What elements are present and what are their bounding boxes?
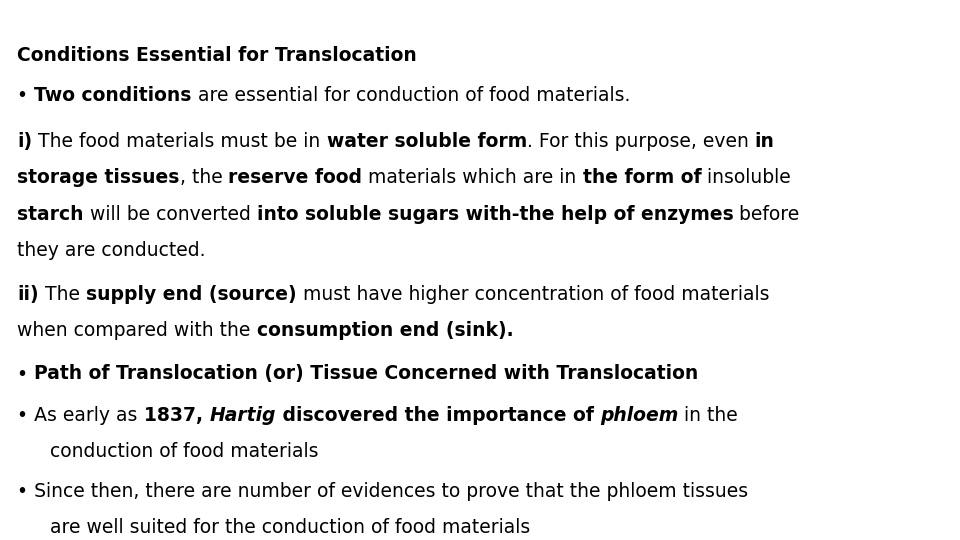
Text: in: in <box>755 132 775 151</box>
Text: supply end (source): supply end (source) <box>85 285 297 304</box>
Text: • Since then, there are number of evidences to prove that the phloem tissues: • Since then, there are number of eviden… <box>17 482 749 501</box>
Text: consumption end (sink).: consumption end (sink). <box>256 321 514 340</box>
Text: starch: starch <box>17 205 84 224</box>
Text: into soluble sugars with-the help of enzymes: into soluble sugars with-the help of enz… <box>256 205 733 224</box>
Text: they are conducted.: they are conducted. <box>17 241 205 260</box>
Text: storage tissues: storage tissues <box>17 168 180 187</box>
Text: in the: in the <box>678 406 738 425</box>
Text: are essential for conduction of food materials.: are essential for conduction of food mat… <box>192 86 630 105</box>
Text: insoluble: insoluble <box>701 168 791 187</box>
Text: •: • <box>17 86 35 105</box>
Text: The: The <box>39 285 85 304</box>
Text: will be converted: will be converted <box>84 205 256 224</box>
Text: must have higher concentration of food materials: must have higher concentration of food m… <box>297 285 769 304</box>
Text: when compared with the: when compared with the <box>17 321 256 340</box>
Text: are well suited for the conduction of food materials: are well suited for the conduction of fo… <box>50 518 530 537</box>
Text: Hartig: Hartig <box>209 406 276 425</box>
Text: water soluble form: water soluble form <box>326 132 527 151</box>
Text: i): i) <box>17 132 33 151</box>
Text: 1837,: 1837, <box>144 406 209 425</box>
Text: materials which are in: materials which are in <box>363 168 583 187</box>
Text: before: before <box>733 205 800 224</box>
Text: Path of Translocation (or) Tissue Concerned with Translocation: Path of Translocation (or) Tissue Concer… <box>35 364 699 383</box>
Text: Two conditions: Two conditions <box>35 86 192 105</box>
Text: . For this purpose, even: . For this purpose, even <box>527 132 755 151</box>
Text: • As early as: • As early as <box>17 406 144 425</box>
Text: discovered the importance of: discovered the importance of <box>276 406 600 425</box>
Text: •: • <box>17 364 35 383</box>
Text: Conditions Essential for Translocation: Conditions Essential for Translocation <box>17 46 417 65</box>
Text: reserve food: reserve food <box>228 168 363 187</box>
Text: the form of: the form of <box>583 168 701 187</box>
Text: phloem: phloem <box>600 406 678 425</box>
Text: ii): ii) <box>17 285 39 304</box>
Text: , the: , the <box>180 168 228 187</box>
Text: conduction of food materials: conduction of food materials <box>50 442 319 461</box>
Text: The food materials must be in: The food materials must be in <box>33 132 326 151</box>
